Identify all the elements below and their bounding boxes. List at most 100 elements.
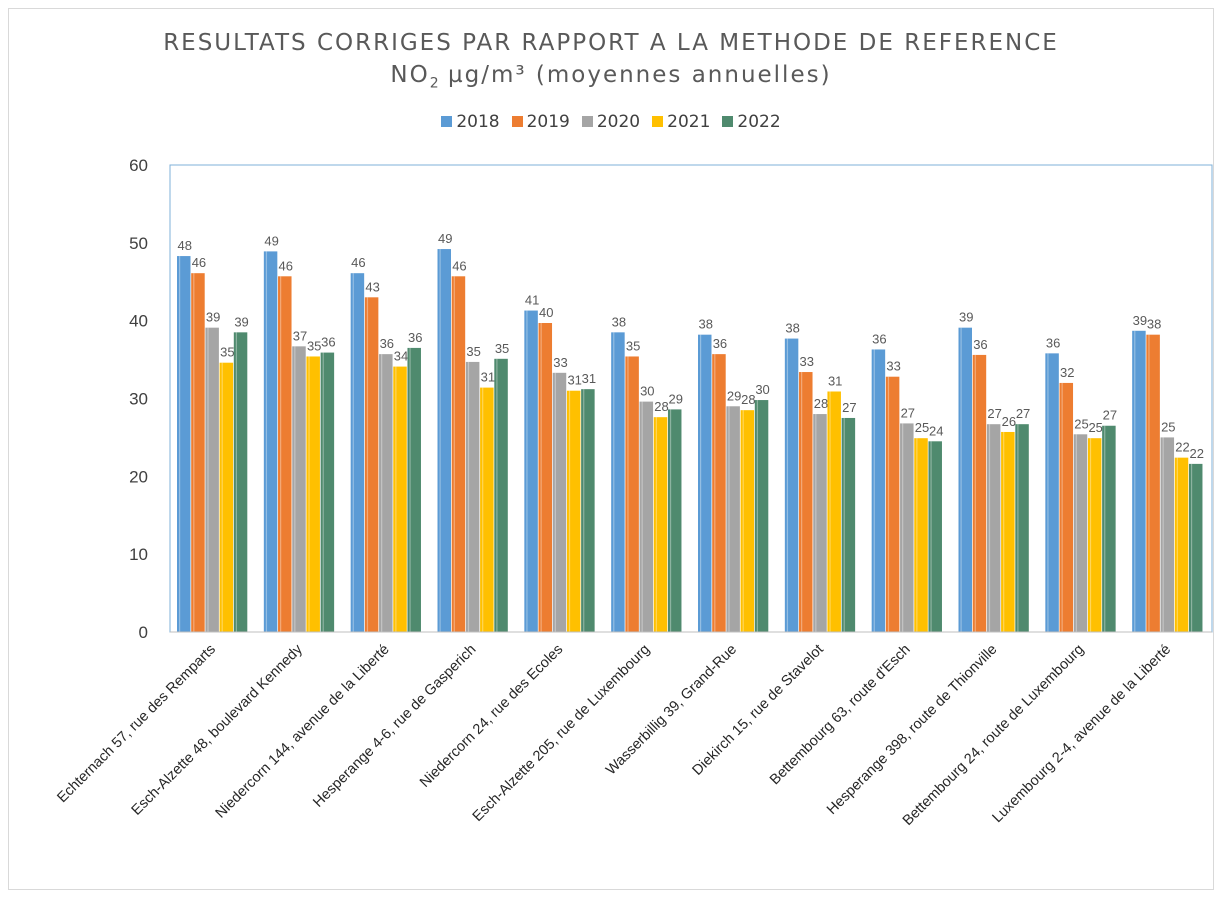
y-tick-label: 10 xyxy=(129,545,148,564)
bar-texture xyxy=(540,323,542,632)
data-label: 26 xyxy=(1002,414,1016,429)
bar-2022 xyxy=(581,389,595,632)
data-label: 38 xyxy=(612,314,626,329)
bar-2022 xyxy=(233,332,248,632)
legend-item-2022: 2022 xyxy=(722,112,781,132)
x-tick-label: Echternach 57, rue des Remparts xyxy=(54,642,219,807)
bar-texture xyxy=(916,438,918,632)
bar-texture xyxy=(873,349,875,632)
bar-2019 xyxy=(799,372,813,632)
data-label: 35 xyxy=(466,344,480,359)
subtitle-part: NO xyxy=(390,62,430,88)
data-label: 37 xyxy=(293,328,307,343)
x-tick-label: Hesperange 4-6, rue de Gasperich xyxy=(310,642,479,811)
bar-2019 xyxy=(364,297,379,632)
bar-texture xyxy=(627,356,629,632)
bar-texture xyxy=(1104,425,1106,632)
bar-texture xyxy=(1089,438,1092,632)
bar-2022 xyxy=(1015,424,1029,632)
bar-texture xyxy=(179,256,181,632)
x-tick-label: Bettembourg 24, route de Luxembourg xyxy=(900,642,1087,829)
data-label: 35 xyxy=(307,338,321,353)
legend-label: 2018 xyxy=(456,112,500,132)
subtitle-unit: µg/m³ (moyennes annuelles) xyxy=(438,62,832,88)
bar-2020 xyxy=(292,346,306,632)
bar-texture xyxy=(960,327,962,632)
data-label: 36 xyxy=(1046,335,1060,350)
data-label: 35 xyxy=(495,341,509,356)
data-label: 46 xyxy=(351,255,365,270)
bar-2018 xyxy=(698,334,712,632)
bar-texture xyxy=(322,352,324,632)
bar-texture xyxy=(366,297,369,632)
y-tick-label: 40 xyxy=(129,312,148,331)
data-label: 49 xyxy=(438,231,452,246)
bar-2020 xyxy=(639,401,654,632)
bar-2018 xyxy=(177,256,191,632)
data-label: 30 xyxy=(640,384,654,399)
bar-2021 xyxy=(740,410,755,632)
bar-2021 xyxy=(653,417,668,632)
legend-label: 2021 xyxy=(667,112,711,132)
data-label: 25 xyxy=(1074,416,1088,431)
bar-texture xyxy=(728,406,730,632)
bar-texture xyxy=(1003,431,1005,632)
data-label: 35 xyxy=(220,345,234,360)
bar-texture xyxy=(482,387,484,632)
bar-2020 xyxy=(813,414,827,632)
bar-texture xyxy=(815,414,817,632)
legend-swatch xyxy=(441,116,453,127)
data-label: 46 xyxy=(452,258,466,273)
y-tick-label: 20 xyxy=(129,467,148,486)
bar-2019 xyxy=(972,354,987,632)
data-label: 25 xyxy=(1088,420,1102,435)
data-label: 27 xyxy=(1016,406,1030,421)
bar-texture xyxy=(381,354,383,632)
data-label: 25 xyxy=(915,420,929,435)
data-label: 36 xyxy=(380,336,394,351)
bar-texture xyxy=(641,401,643,632)
bar-texture xyxy=(280,276,282,632)
bar-texture xyxy=(453,276,455,632)
bar-texture xyxy=(742,410,744,632)
bar-texture xyxy=(655,417,657,632)
data-label: 36 xyxy=(973,337,987,352)
data-label: 36 xyxy=(408,330,422,345)
x-tick-label: Niedercorn 144, avenue de la Liberté xyxy=(213,642,393,822)
bar-2022 xyxy=(667,409,682,632)
data-label: 27 xyxy=(842,400,856,415)
bar-2021 xyxy=(306,356,320,632)
bar-2021 xyxy=(393,366,407,632)
legend-label: 2019 xyxy=(526,112,570,132)
bar-2019 xyxy=(1146,334,1160,632)
data-label: 38 xyxy=(699,317,713,332)
x-tick-label: Bettembourg 63, route d'Esch xyxy=(767,642,914,789)
bar-2019 xyxy=(451,276,466,632)
bar-2019 xyxy=(885,376,900,632)
bar-2020 xyxy=(379,354,393,632)
bar-texture xyxy=(1047,353,1049,632)
bar-2022 xyxy=(928,441,942,632)
bar-2021 xyxy=(1001,431,1015,632)
data-label: 28 xyxy=(741,392,755,407)
bar-2020 xyxy=(726,406,740,632)
chart-title: RESULTATS CORRIGES PAR RAPPORT A LA METH… xyxy=(163,30,1059,56)
bar-2021 xyxy=(827,391,841,632)
data-label: 36 xyxy=(872,331,886,346)
bar-2021 xyxy=(566,390,581,632)
legend-item-2019: 2019 xyxy=(511,112,570,132)
legend-swatch xyxy=(581,116,593,127)
data-label: 46 xyxy=(192,255,206,270)
data-label: 24 xyxy=(929,423,943,438)
data-label: 38 xyxy=(785,321,799,336)
legend-label: 2020 xyxy=(596,112,641,132)
legend-item-2021: 2021 xyxy=(652,112,710,132)
legend-item-2018: 2018 xyxy=(441,112,500,132)
bar-2019 xyxy=(538,323,553,632)
data-label: 31 xyxy=(481,370,495,385)
bar-texture xyxy=(496,358,498,632)
bar-2022 xyxy=(1102,425,1116,632)
bar-texture xyxy=(193,273,195,632)
bar-2019 xyxy=(625,356,639,632)
